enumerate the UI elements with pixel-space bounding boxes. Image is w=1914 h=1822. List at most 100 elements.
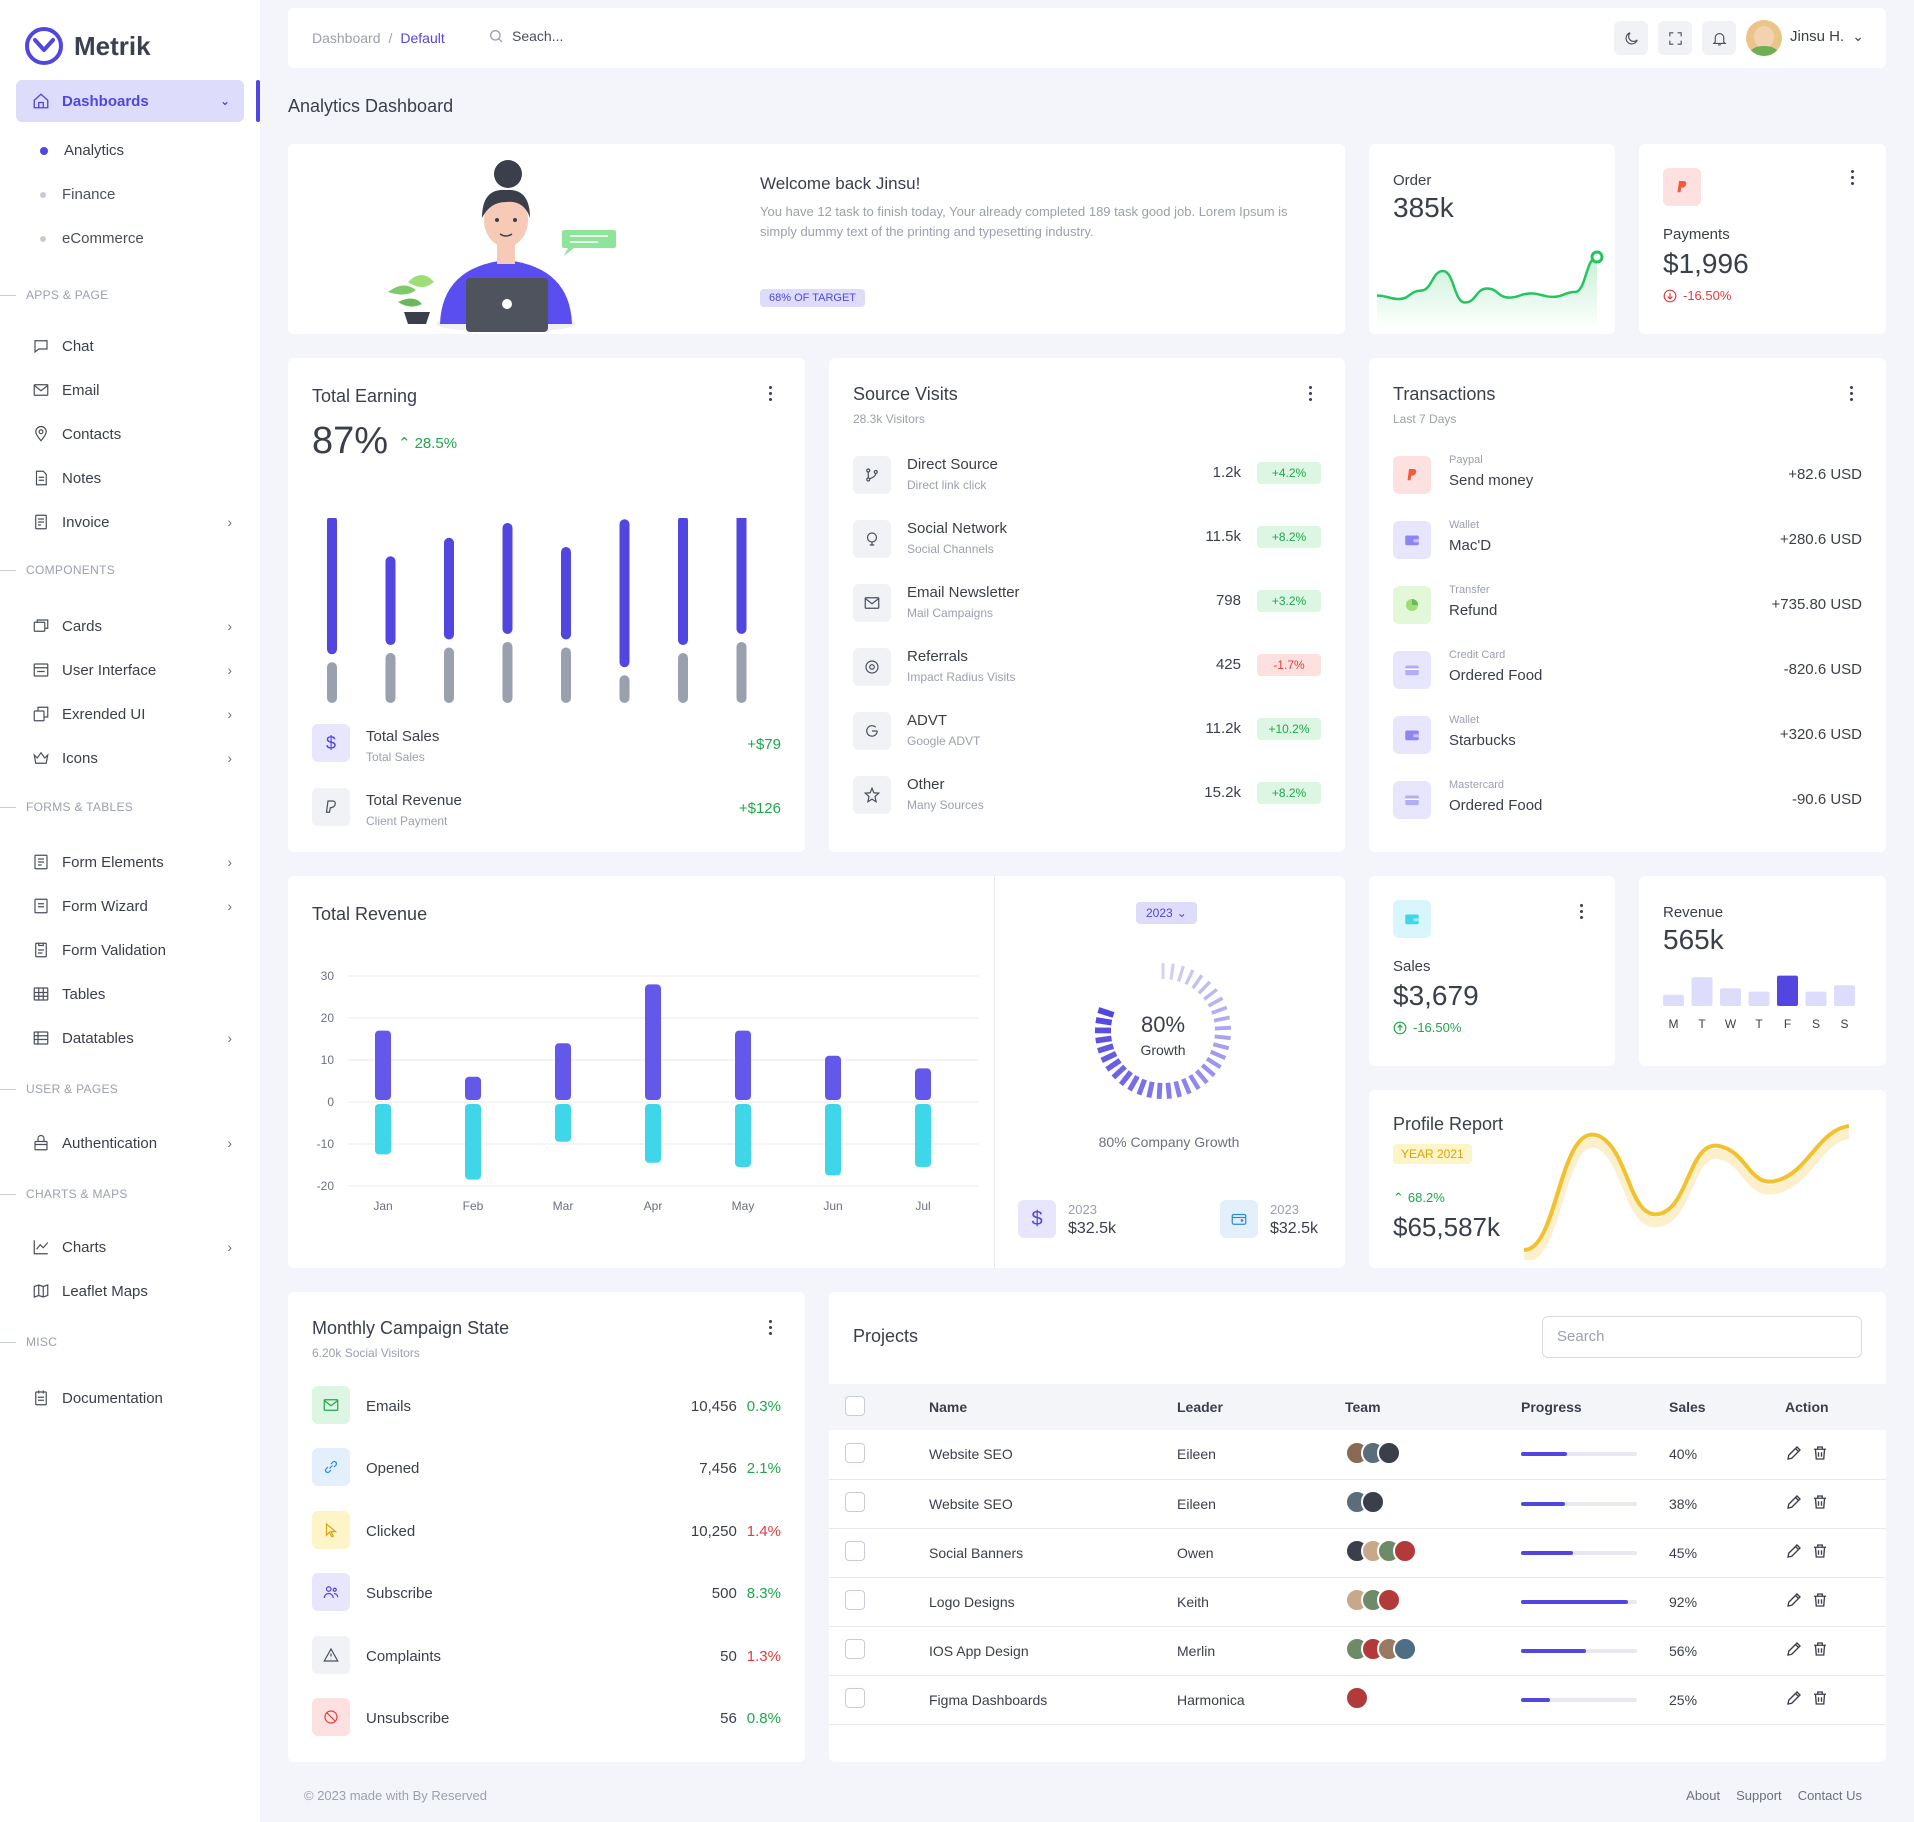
footer-link-contact[interactable]: Contact Us (1797, 1788, 1862, 1803)
list-item[interactable]: Other Many Sources 15.2k +8.2% (829, 774, 1345, 824)
row-checkbox[interactable] (845, 1442, 865, 1463)
list-item[interactable]: ADVT Google ADVT 11.2k +10.2% (829, 710, 1345, 760)
trash-icon[interactable] (1811, 1591, 1829, 1609)
list-item[interactable]: Wallet Starbucks +320.6 USD (1369, 714, 1886, 764)
sidebar-item-form-elements[interactable]: Form Elements › (32, 853, 232, 871)
nav-finance[interactable]: Finance (40, 186, 115, 203)
notifications-button[interactable] (1702, 21, 1736, 55)
avatar[interactable] (1361, 1490, 1385, 1514)
list-item-value: 798 (1215, 592, 1241, 609)
sidebar-item-user-interface[interactable]: User Interface › (32, 661, 232, 679)
fullscreen-button[interactable] (1658, 21, 1692, 55)
list-item[interactable]: Credit Card Ordered Food -820.6 USD (1369, 649, 1886, 699)
list-item[interactable]: Unsubscribe 56 0.8% (288, 1698, 805, 1740)
sidebar-item-icons[interactable]: Icons › (32, 749, 232, 767)
list-item[interactable]: Email Newsletter Mail Campaigns 798 +3.2… (829, 582, 1345, 632)
year-select[interactable]: 2023 ⌄ (1136, 902, 1197, 924)
column-leader[interactable]: Leader (1177, 1384, 1345, 1430)
trash-icon[interactable] (1811, 1493, 1829, 1511)
sidebar-item-email[interactable]: Email (32, 381, 232, 399)
list-item[interactable]: Subscribe 500 8.3% (288, 1573, 805, 1615)
list-item-title: Mac'D (1449, 537, 1492, 554)
edit-icon[interactable] (1785, 1493, 1803, 1511)
sidebar-item-contacts[interactable]: Contacts (32, 425, 232, 443)
sidebar-item-tables[interactable]: Tables (32, 985, 232, 1003)
list-item[interactable]: Clicked 10,250 1.4% (288, 1510, 805, 1553)
search-box[interactable]: Seach... (488, 28, 563, 44)
sidebar-item-authentication[interactable]: Authentication › (32, 1134, 232, 1152)
column-progress[interactable]: Progress (1521, 1384, 1669, 1430)
bar-secondary (502, 641, 513, 703)
more-icon[interactable] (769, 386, 773, 402)
list-item[interactable]: Referrals Impact Radius Visits 425 -1.7% (829, 646, 1345, 696)
edit-icon[interactable] (1785, 1640, 1803, 1658)
search-input[interactable]: Seach... (512, 28, 564, 44)
more-icon[interactable] (1850, 386, 1854, 402)
row-checkbox[interactable] (845, 1590, 865, 1610)
column-name[interactable]: Name (929, 1384, 1177, 1430)
edit-icon[interactable] (1785, 1444, 1803, 1462)
avatar[interactable] (1377, 1440, 1401, 1465)
more-icon[interactable] (1309, 386, 1313, 402)
row-checkbox[interactable] (845, 1639, 865, 1659)
sidebar-item-notes[interactable]: Notes (32, 469, 232, 487)
sidebar-item-exrended-ui[interactable]: Exrended UI › (32, 705, 232, 723)
trash-icon[interactable] (1811, 1444, 1829, 1462)
breadcrumb-root[interactable]: Dashboard (312, 30, 381, 46)
sidebar-item-documentation[interactable]: Documentation (32, 1389, 232, 1407)
sidebar-item-form-validation[interactable]: Form Validation (32, 941, 232, 959)
avatar[interactable] (1377, 1588, 1401, 1612)
avatar[interactable] (1746, 20, 1782, 56)
table-row[interactable]: IOS App Design Merlin 56% (829, 1626, 1886, 1676)
trash-icon[interactable] (1811, 1640, 1829, 1658)
table-row[interactable]: Social Banners Owen 45% (829, 1528, 1886, 1578)
breadcrumb-current[interactable]: Default (400, 30, 445, 46)
list-item[interactable]: Mastercard Ordered Food -90.6 USD (1369, 779, 1886, 829)
list-item[interactable]: Direct Source Direct link click 1.2k +4.… (829, 454, 1345, 504)
list-item[interactable]: Complaints 50 1.3% (288, 1635, 805, 1678)
select-all-checkbox[interactable] (845, 1395, 865, 1416)
footer-link-support[interactable]: Support (1736, 1788, 1782, 1803)
sidebar-item-chat[interactable]: Chat (32, 337, 232, 355)
list-item[interactable]: Emails 10,456 0.3% (288, 1386, 805, 1428)
sidebar-item-form-wizard[interactable]: Form Wizard › (32, 897, 232, 915)
nav-dashboards[interactable]: Dashboards ⌄ (16, 80, 244, 122)
sidebar-item-leaflet-maps[interactable]: Leaflet Maps (32, 1282, 232, 1300)
avatar[interactable] (1393, 1539, 1417, 1563)
list-item[interactable]: Paypal Send money +82.6 USD (1369, 454, 1886, 504)
table-row[interactable]: Figma Dashboards Harmonica 25% (829, 1675, 1886, 1725)
more-icon[interactable] (1851, 170, 1855, 186)
nav-ecommerce[interactable]: eCommerce (40, 230, 144, 247)
list-item[interactable]: Transfer Refund +735.80 USD (1369, 584, 1886, 634)
sidebar-item-invoice[interactable]: Invoice › (32, 513, 232, 531)
app-logo[interactable]: Metrik (24, 26, 151, 66)
list-item[interactable]: Opened 7,456 2.1% (288, 1448, 805, 1490)
projects-search-input[interactable]: Search (1542, 1316, 1862, 1358)
dark-mode-button[interactable] (1614, 21, 1648, 55)
sidebar-item-charts[interactable]: Charts › (32, 1238, 232, 1256)
sidebar-item-datatables[interactable]: Datatables › (32, 1029, 232, 1047)
column-team[interactable]: Team (1345, 1384, 1521, 1430)
list-item[interactable]: Social Network Social Channels 11.5k +8.… (829, 518, 1345, 568)
table-row[interactable]: Logo Designs Keith 92% (829, 1577, 1886, 1627)
more-icon[interactable] (1580, 904, 1584, 920)
trash-icon[interactable] (1811, 1542, 1829, 1560)
table-row[interactable]: Website SEO Eileen 38% (829, 1479, 1886, 1529)
row-checkbox[interactable] (845, 1541, 865, 1561)
edit-icon[interactable] (1785, 1591, 1803, 1609)
column-sales[interactable]: Sales (1669, 1384, 1785, 1430)
list-item[interactable]: Wallet Mac'D +280.6 USD (1369, 519, 1886, 569)
more-icon[interactable] (769, 1320, 773, 1336)
footer-link-about[interactable]: About (1686, 1788, 1721, 1803)
user-menu[interactable]: Jinsu H. ⌄ (1790, 28, 1864, 45)
row-checkbox[interactable] (845, 1492, 865, 1512)
sidebar-item-cards[interactable]: Cards › (32, 617, 232, 635)
table-row[interactable]: Website SEO Eileen 40% (829, 1430, 1886, 1480)
avatar[interactable] (1393, 1637, 1417, 1661)
avatar[interactable] (1345, 1686, 1369, 1710)
nav-analytics[interactable]: Analytics (40, 142, 124, 159)
edit-icon[interactable] (1785, 1542, 1803, 1560)
row-checkbox[interactable] (845, 1688, 865, 1708)
edit-icon[interactable] (1785, 1689, 1803, 1707)
trash-icon[interactable] (1811, 1689, 1829, 1707)
